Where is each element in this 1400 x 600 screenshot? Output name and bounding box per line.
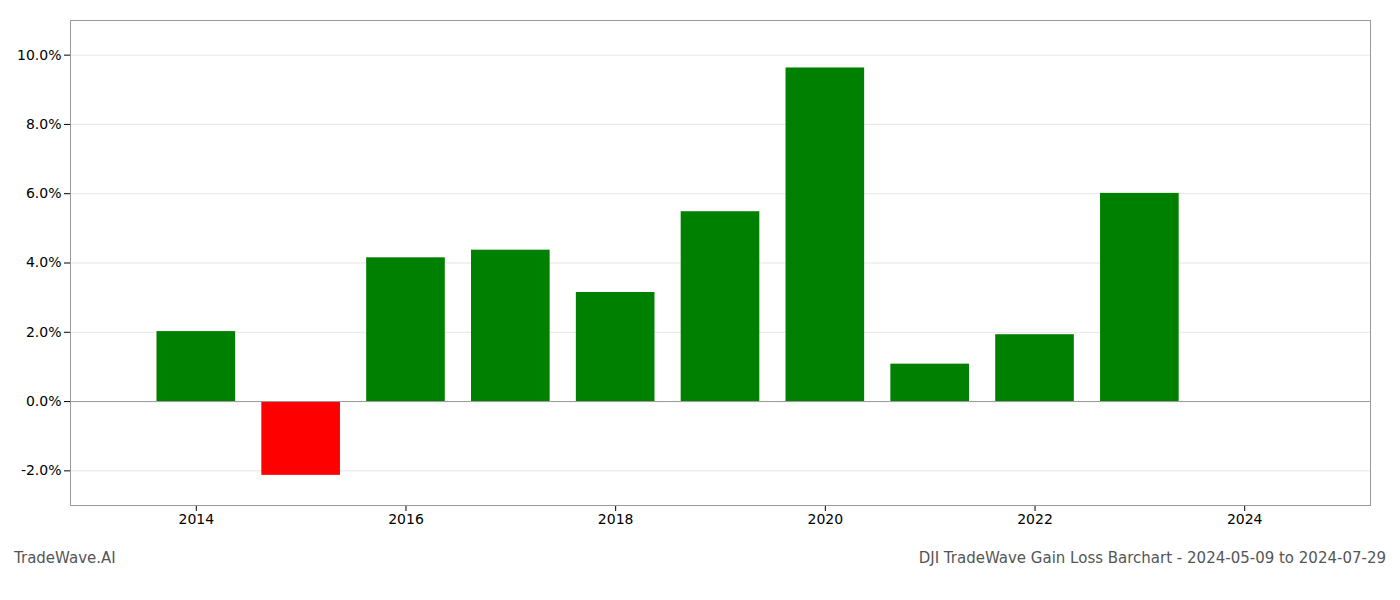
svg-text:4.0%: 4.0% [26,254,62,270]
svg-text:8.0%: 8.0% [26,116,62,132]
html-text:TradeWave.AI: TradeWave.AI [14,549,116,567]
svg-text:-2.0%: -2.0% [21,462,62,478]
html-text:DJI TradeWave Gain Loss Barcha: DJI TradeWave Gain Loss Barchart - 2024-… [918,549,1386,567]
svg-text:2022: 2022 [1017,511,1053,527]
svg-text:2016: 2016 [388,511,424,527]
svg-text:2020: 2020 [808,511,844,527]
svg-text:2018: 2018 [598,511,634,527]
svg-text:10.0%: 10.0% [17,47,61,63]
svg-text:6.0%: 6.0% [26,185,62,201]
svg-text:2014: 2014 [178,511,214,527]
svg-text:2024: 2024 [1227,511,1263,527]
svg-text:2.0%: 2.0% [26,324,62,340]
svg-text:0.0%: 0.0% [26,393,62,409]
